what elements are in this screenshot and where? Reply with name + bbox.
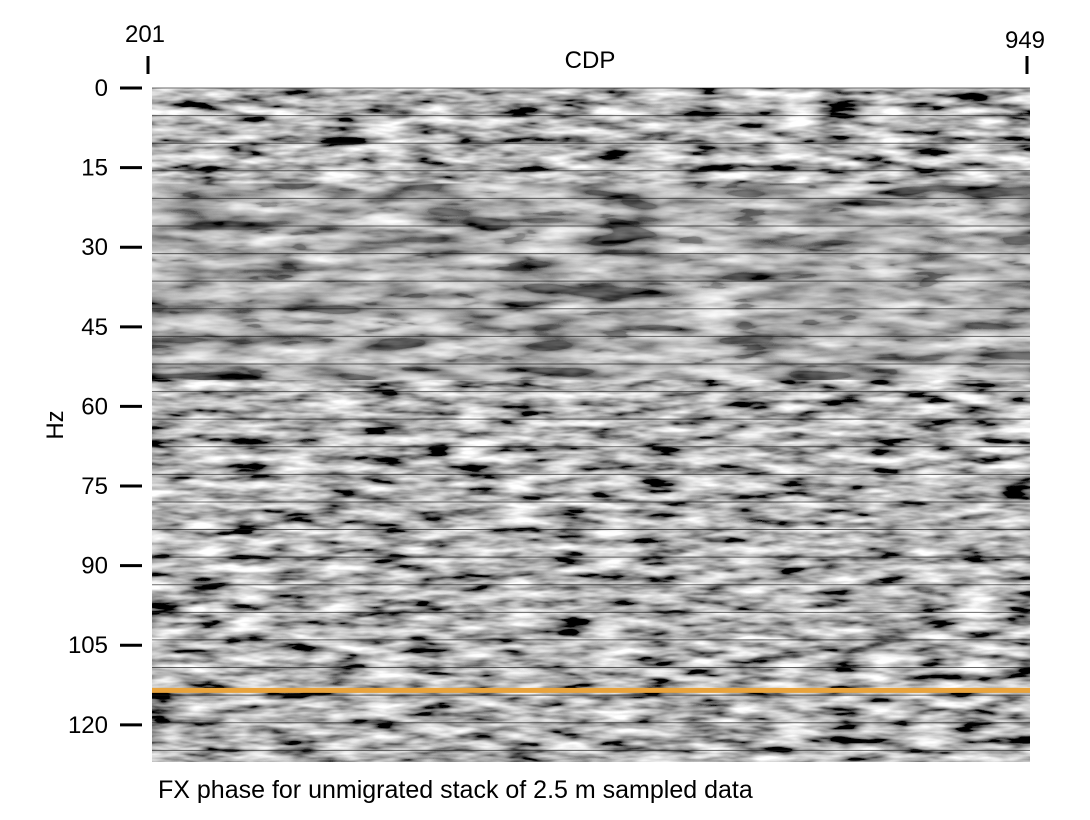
- y-axis-title: Hz: [42, 410, 69, 439]
- y-tick-label-6: 90: [81, 553, 108, 580]
- y-tick-label-8: 120: [68, 712, 108, 739]
- heatmap-strong-band: [152, 183, 1030, 380]
- row-divider-lines: [152, 87, 1030, 751]
- y-tick-label-4: 60: [81, 393, 108, 420]
- y-tick-label-5: 75: [81, 473, 108, 500]
- x-axis-title: CDP: [565, 47, 616, 74]
- y-tick-label-0: 0: [95, 75, 108, 102]
- figure-caption: FX phase for unmigrated stack of 2.5 m s…: [158, 776, 753, 804]
- x-axis: 201 949 CDP: [125, 21, 1045, 74]
- x-tick-label-start: 201: [125, 21, 165, 48]
- y-tick-label-3: 45: [81, 314, 108, 341]
- y-axis: 0 15 30 45 60 75 90 105 120: [68, 75, 142, 739]
- x-tick-label-end: 949: [1005, 27, 1045, 54]
- y-tick-label-7: 105: [68, 632, 108, 659]
- y-tick-label-2: 30: [81, 234, 108, 261]
- heatmap-area: [152, 87, 1030, 762]
- chart-svg: 0 15 30 45 60 75 90 105 120 201 949 CDP Hz: [42, 21, 1045, 762]
- y-tick-label-1: 15: [81, 155, 108, 182]
